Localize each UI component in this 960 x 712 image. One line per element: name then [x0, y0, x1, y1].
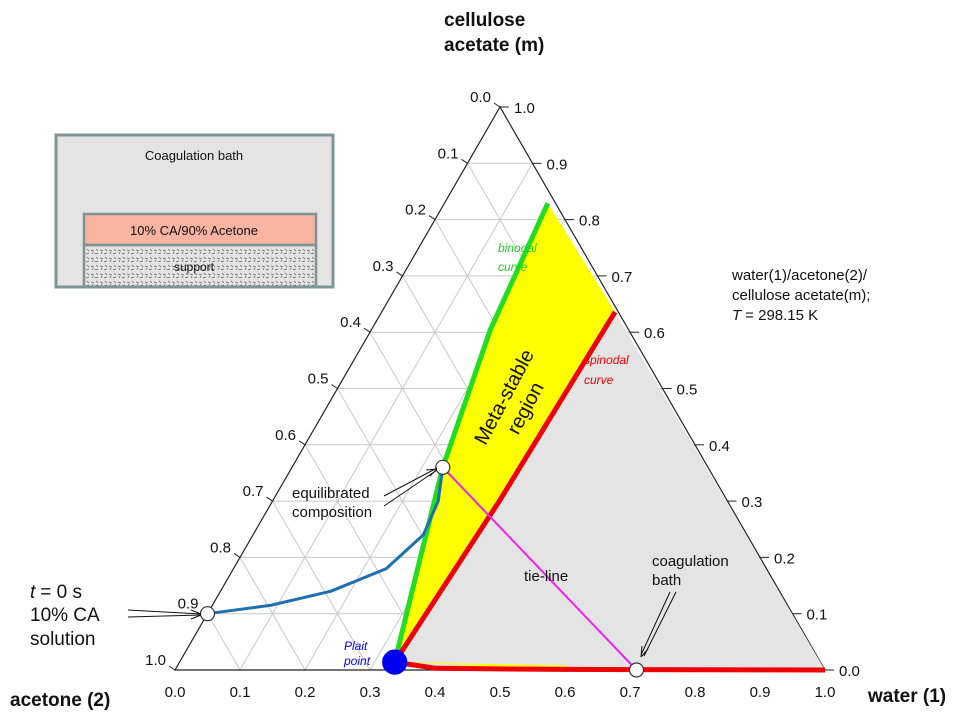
left-tick-label: 0.1: [438, 145, 459, 162]
tick-mark: [234, 553, 240, 557]
x-tick-label: 0.9: [750, 684, 771, 701]
curve-label: tie-line: [524, 568, 568, 585]
composition-point: [630, 663, 644, 677]
x-tick-label: 0.3: [360, 684, 381, 701]
x-tick-label: 0.7: [620, 684, 641, 701]
composition-point: [436, 460, 450, 474]
left-tick-label: 0.8: [210, 539, 231, 556]
tick-mark: [494, 103, 500, 107]
inset-support-label: support: [174, 260, 215, 274]
right-tick-label: 0.4: [709, 438, 730, 455]
right-tick-label: 0.1: [807, 607, 828, 624]
tick-mark: [267, 497, 273, 501]
temp-value: = 298.15 K: [745, 307, 818, 324]
composition-point: [383, 650, 407, 674]
tick-mark: [397, 272, 403, 276]
x-tick-label: 0.1: [230, 684, 251, 701]
ternary-chart: 0.00.10.20.30.40.50.60.70.80.91.00.00.10…: [0, 0, 960, 712]
top-axis-title: cellulose: [444, 10, 525, 31]
time-symbol: t: [30, 582, 36, 603]
tick-mark: [332, 385, 338, 389]
x-tick-label: 0.8: [685, 684, 706, 701]
point-label: equilibrated: [292, 485, 370, 502]
point-label: point: [343, 654, 371, 668]
tick-mark: [429, 216, 435, 220]
point-label: t= 0 s: [30, 582, 82, 603]
left-tick-label: 0.5: [308, 371, 329, 388]
right-axis-title: water (1): [867, 686, 946, 707]
point-label: bath: [652, 572, 681, 589]
inset-bath-label: Coagulation bath: [145, 148, 243, 163]
tick-mark: [364, 328, 370, 332]
x-tick-label: 1.0: [815, 684, 836, 701]
left-axis-title: acetone (2): [10, 690, 110, 711]
left-tick-label: 0.0: [470, 89, 491, 106]
composition-point: [201, 607, 215, 621]
right-tick-label: 0.6: [644, 325, 665, 342]
point-label: solution: [30, 629, 96, 650]
conditions: water(1)/acetone(2)/: [731, 267, 868, 284]
x-tick-label: 0.2: [295, 684, 316, 701]
point-label: Plait: [344, 639, 368, 653]
right-tick-label: 1.0: [514, 100, 535, 117]
right-tick-label: 0.7: [612, 269, 633, 286]
tick-mark: [299, 441, 305, 445]
x-tick-label: 0.4: [425, 684, 446, 701]
conditions: cellulose acetate(m);: [732, 287, 870, 304]
x-tick-label: 0.5: [490, 684, 511, 701]
inset: Coagulation bath 10% CA/90% Acetone supp…: [56, 135, 333, 287]
left-tick-label: 1.0: [145, 652, 166, 669]
tick-mark: [462, 159, 468, 163]
right-tick-label: 0.3: [742, 494, 763, 511]
x-tick-label: 0.6: [555, 684, 576, 701]
point-label: 10% CA: [30, 605, 100, 626]
top-axis-title: acetate (m): [444, 35, 544, 56]
left-tick-label: 0.7: [243, 483, 264, 500]
right-tick-label: 0.5: [677, 382, 698, 399]
curve-label: binodal: [498, 241, 537, 255]
time-value: = 0 s: [40, 582, 82, 603]
point-label: coagulation: [652, 553, 729, 570]
grid-line: [208, 614, 241, 670]
left-tick-label: 0.3: [373, 258, 394, 275]
temp-symbol: T: [732, 307, 743, 324]
point-label: composition: [292, 504, 372, 521]
left-tick-label: 0.9: [178, 596, 199, 613]
left-tick-label: 0.4: [340, 314, 361, 331]
inset-film-label: 10% CA/90% Acetone: [130, 223, 258, 238]
right-tick-label: 0.8: [579, 213, 600, 230]
x-tick-label: 0.0: [165, 684, 186, 701]
left-tick-label: 0.6: [275, 427, 296, 444]
tick-mark: [169, 666, 175, 670]
left-tick-label: 0.2: [405, 202, 426, 219]
conditions: T= 298.15 K: [732, 307, 818, 324]
curve-label: spinodal: [584, 353, 629, 367]
right-tick-label: 0.9: [547, 156, 568, 173]
curve-label: curve: [584, 373, 614, 387]
right-tick-label: 0.2: [774, 550, 795, 567]
right-tick-label: 0.0: [839, 663, 860, 680]
curve-label: curve: [498, 260, 528, 274]
